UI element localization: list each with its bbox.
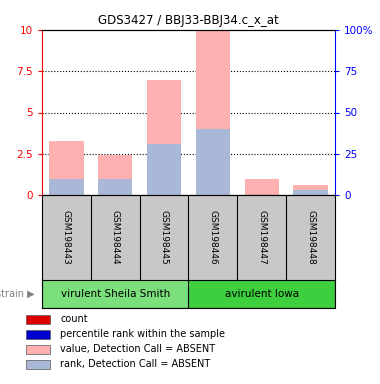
Bar (188, 280, 335, 308)
Bar (293, 190, 328, 195)
Bar (98, 156, 132, 195)
Bar (196, 30, 230, 195)
Bar (245, 179, 279, 195)
Text: count: count (60, 314, 88, 324)
Bar (147, 79, 181, 195)
Text: avirulent Iowa: avirulent Iowa (225, 289, 299, 299)
Text: percentile rank within the sample: percentile rank within the sample (60, 329, 225, 339)
Text: GSM198443: GSM198443 (62, 210, 71, 265)
Bar (26, 344, 50, 354)
Bar (49, 141, 84, 195)
Text: strain ▶: strain ▶ (0, 289, 35, 299)
Text: virulent Sheila Smith: virulent Sheila Smith (61, 289, 170, 299)
Bar (49, 179, 84, 195)
Bar (26, 314, 50, 324)
Bar (26, 360, 50, 369)
Text: rank, Detection Call = ABSENT: rank, Detection Call = ABSENT (60, 359, 210, 369)
Text: GSM198446: GSM198446 (208, 210, 217, 265)
Bar (147, 144, 181, 195)
Bar (196, 129, 230, 195)
Text: GSM198444: GSM198444 (111, 210, 120, 265)
Bar (98, 179, 132, 195)
Bar (42, 280, 188, 308)
Text: GSM198447: GSM198447 (257, 210, 266, 265)
Text: GSM198448: GSM198448 (306, 210, 315, 265)
Title: GDS3427 / BBJ33-BBJ34.c_x_at: GDS3427 / BBJ33-BBJ34.c_x_at (98, 15, 279, 27)
Text: value, Detection Call = ABSENT: value, Detection Call = ABSENT (60, 344, 215, 354)
Text: GSM198445: GSM198445 (160, 210, 169, 265)
Bar (293, 185, 328, 195)
Bar (26, 329, 50, 339)
